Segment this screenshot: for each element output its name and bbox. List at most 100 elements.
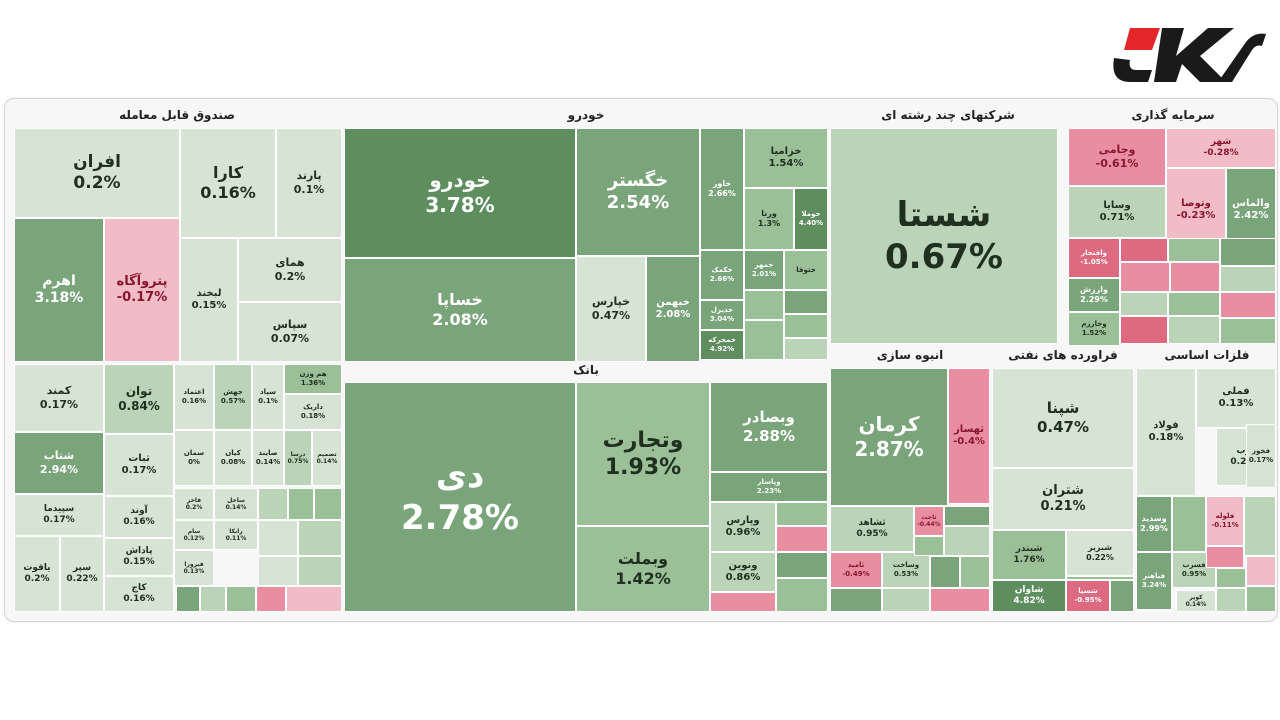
treemap-tile[interactable]: رابکا 0.11% (214, 520, 258, 550)
treemap-tile-small[interactable] (784, 314, 828, 338)
treemap-tile[interactable]: جهش 0.57% (214, 364, 252, 430)
treemap-tile-small[interactable] (258, 488, 288, 520)
treemap-tile-small[interactable] (944, 526, 990, 556)
treemap-tile-small[interactable] (1170, 262, 1220, 292)
treemap-tile[interactable]: ورنا 1.3% (744, 188, 794, 250)
treemap-tile[interactable]: یاقوت 0.2% (14, 536, 60, 612)
treemap-tile[interactable]: فلوله -0.11% (1206, 496, 1244, 546)
treemap-tile[interactable]: درسا 0.75% (284, 430, 312, 486)
treemap-tile[interactable]: خدیزل 3.04% (700, 300, 744, 330)
treemap-tile-small[interactable] (1172, 496, 1206, 552)
treemap-tile[interactable]: سمان 0% (174, 430, 214, 486)
treemap-tile-small[interactable] (1120, 238, 1168, 262)
treemap-tile[interactable]: خمهر 2.01% (744, 250, 784, 290)
treemap-tile-small[interactable] (314, 488, 342, 520)
treemap-tile-small[interactable] (1168, 316, 1220, 344)
treemap-tile[interactable]: فملی 0.13% (1196, 368, 1276, 428)
treemap-tile-small[interactable] (176, 586, 200, 612)
treemap-tile[interactable]: سام 0.12% (174, 520, 214, 550)
treemap-tile[interactable]: شهر -0.28% (1166, 128, 1276, 168)
treemap-tile-small[interactable] (744, 320, 784, 360)
treemap-tile[interactable]: ثشاهد 0.95% (830, 506, 914, 552)
treemap-tile[interactable]: پارند 0.1% (276, 128, 342, 238)
treemap-tile[interactable]: پتروآگاه -0.17% (104, 218, 180, 362)
treemap-tile-small[interactable] (288, 488, 314, 520)
treemap-tile[interactable]: شبندر 1.76% (992, 530, 1066, 580)
treemap-tile[interactable]: کارا 0.16% (180, 128, 276, 238)
treemap-tile[interactable]: سپاس 0.07% (238, 302, 342, 362)
treemap-tile-small[interactable] (1206, 546, 1244, 568)
treemap-tile-small[interactable] (256, 586, 286, 612)
treemap-tile[interactable]: سپیدما 0.17% (14, 494, 104, 536)
treemap-tile-small[interactable] (200, 586, 226, 612)
treemap-tile-small[interactable] (882, 588, 930, 612)
treemap-tile-small[interactable] (1246, 586, 1276, 612)
treemap-tile[interactable]: تصمیم 0.14% (312, 430, 342, 486)
treemap-tile[interactable]: کیان 0.08% (214, 430, 252, 486)
treemap-tile[interactable]: وخارزم 1.52% (1068, 312, 1120, 346)
treemap-tile[interactable]: ثامید -0.49% (830, 552, 882, 588)
treemap-tile[interactable]: خبهمن 2.08% (646, 256, 700, 362)
treemap-tile[interactable]: خزامیا 1.54% (744, 128, 828, 188)
treemap-tile[interactable]: وپارس 0.96% (710, 502, 776, 552)
treemap-tile-small[interactable] (914, 536, 944, 556)
treemap-tile-small[interactable] (776, 578, 828, 612)
treemap-tile[interactable]: کرمان 2.87% (830, 368, 948, 506)
treemap-tile[interactable]: وتجارت 1.93% (576, 382, 710, 526)
treemap-tile-small[interactable] (744, 290, 784, 320)
treemap-tile[interactable]: همای 0.2% (238, 238, 342, 302)
treemap-tile[interactable]: داریک 0.18% (284, 394, 342, 430)
treemap-tile-small[interactable] (944, 506, 990, 526)
treemap-tile[interactable]: خساپا 2.08% (344, 258, 576, 362)
treemap-tile-small[interactable] (1066, 576, 1134, 580)
treemap-tile-small[interactable] (286, 586, 342, 612)
treemap-tile[interactable]: خکمک 2.66% (700, 250, 744, 300)
treemap-tile-small[interactable] (258, 520, 298, 556)
treemap-tile-small[interactable] (710, 592, 776, 612)
treemap-tile[interactable]: شبریز 0.22% (1066, 530, 1134, 576)
treemap-tile-small[interactable] (1220, 266, 1276, 292)
treemap-tile[interactable]: پاداش 0.15% (104, 538, 174, 576)
treemap-tile[interactable]: خودرو 3.78% (344, 128, 576, 258)
treemap-tile-small[interactable] (1120, 316, 1168, 344)
treemap-tile[interactable]: فیروزا 0.13% (174, 550, 214, 586)
treemap-tile-small[interactable] (930, 556, 960, 588)
treemap-tile-small[interactable] (960, 556, 990, 588)
treemap-tile-small[interactable] (1246, 556, 1276, 586)
treemap-tile-small[interactable] (226, 586, 256, 612)
treemap-tile-small[interactable] (784, 290, 828, 314)
treemap-tile[interactable]: شستا 0.67% (830, 128, 1058, 344)
treemap-tile-small[interactable] (1120, 292, 1168, 316)
treemap-tile[interactable]: شتران 0.21% (992, 468, 1134, 530)
treemap-tile[interactable]: کاج 0.16% (104, 576, 174, 612)
treemap-tile[interactable]: خوملا 4.40% (794, 188, 828, 250)
treemap-tile[interactable]: فاخر 0.2% (174, 488, 214, 520)
treemap-tile-small[interactable] (298, 520, 342, 556)
treemap-tile[interactable]: فباهنر 3.24% (1136, 552, 1172, 610)
treemap-tile-small[interactable] (776, 502, 828, 526)
treemap-tile-small[interactable] (1110, 580, 1134, 612)
treemap-tile[interactable]: ونوین 0.86% (710, 552, 776, 592)
treemap-tile-small[interactable] (1168, 292, 1220, 316)
treemap-tile[interactable]: وساخت 0.53% (882, 552, 930, 588)
treemap-tile[interactable]: وارزش 2.29% (1068, 278, 1120, 312)
treemap-tile[interactable]: خگستر 2.54% (576, 128, 700, 256)
treemap-tile-small[interactable] (1220, 318, 1276, 344)
treemap-tile[interactable]: شسپا -0.95% (1066, 580, 1110, 612)
treemap-tile[interactable]: آوند 0.16% (104, 496, 174, 538)
treemap-tile-small[interactable] (1120, 262, 1170, 292)
treemap-tile[interactable]: خپارس 0.47% (576, 256, 646, 362)
treemap-tile-small[interactable] (1220, 238, 1276, 266)
treemap-tile[interactable]: فولاد 0.18% (1136, 368, 1196, 496)
treemap-tile[interactable]: افران 0.2% (14, 128, 180, 218)
treemap-tile[interactable]: شتاب 2.94% (14, 432, 104, 494)
treemap-tile[interactable]: اهرم 3.18% (14, 218, 104, 362)
treemap-tile-small[interactable] (1220, 292, 1276, 318)
treemap-tile[interactable]: کمند 0.17% (14, 364, 104, 432)
treemap-tile-small[interactable] (1168, 238, 1220, 262)
treemap-tile[interactable]: فخوز 0.17% (1246, 424, 1276, 488)
treemap-tile[interactable]: وبملت 1.42% (576, 526, 710, 612)
treemap-tile[interactable]: سپاد 0.1% (252, 364, 284, 430)
treemap-tile-small[interactable] (1216, 588, 1246, 612)
treemap-tile-small[interactable] (830, 588, 882, 612)
